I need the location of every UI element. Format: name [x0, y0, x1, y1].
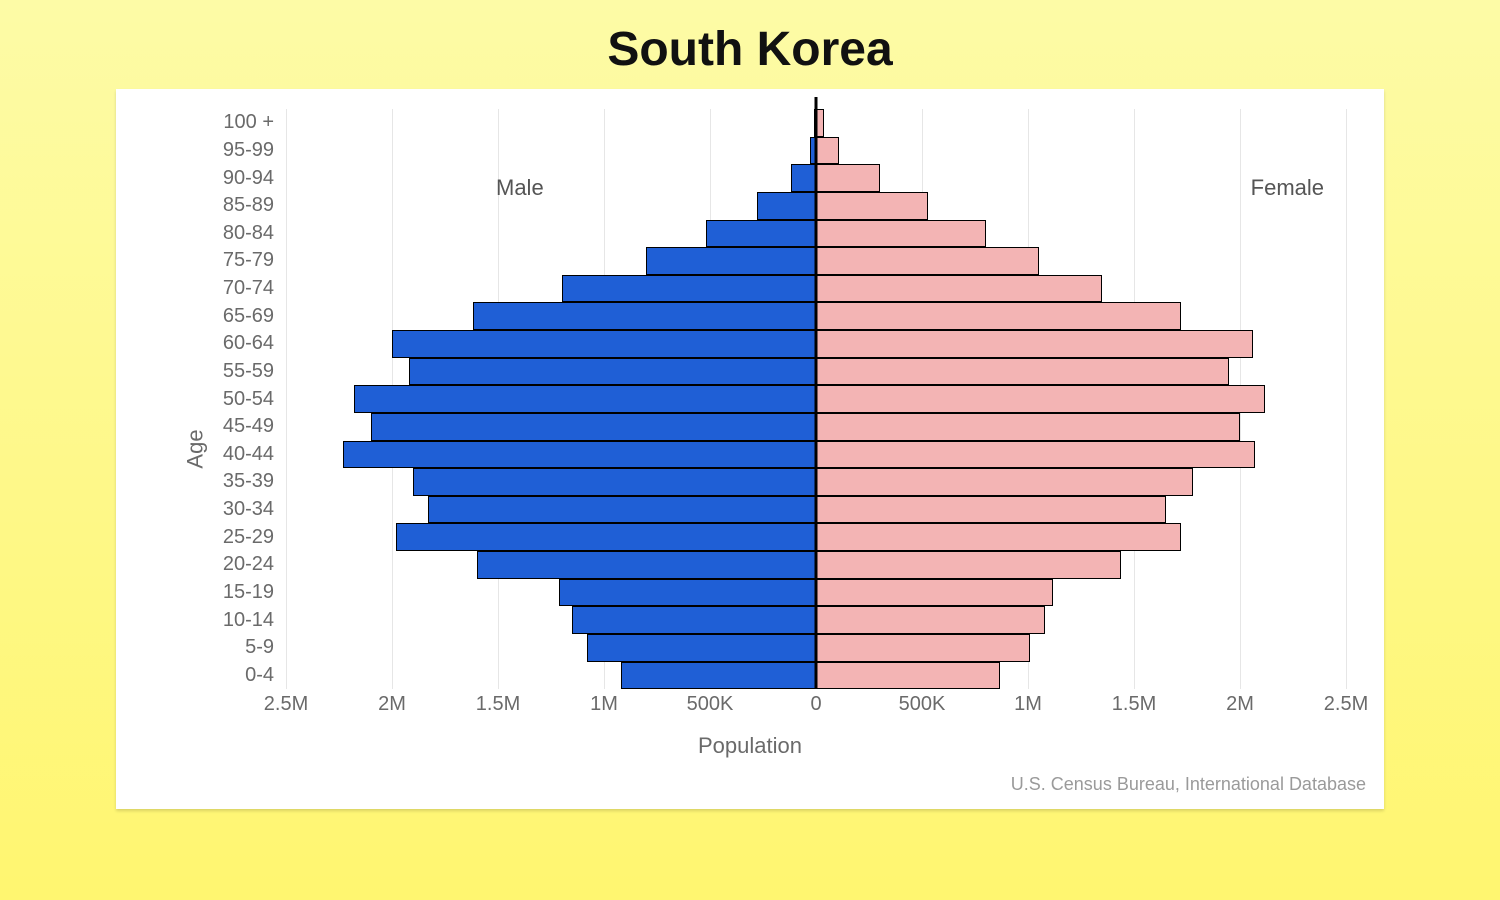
- y-tick-label: 5-9: [116, 634, 286, 662]
- male-bar: [473, 302, 816, 330]
- y-tick-label: 90-94: [116, 164, 286, 192]
- credit-text: U.S. Census Bureau, International Databa…: [1011, 774, 1366, 795]
- y-tick-label: 100 +: [116, 109, 286, 137]
- male-bar: [791, 164, 816, 192]
- female-bar: [816, 523, 1181, 551]
- y-tick-label: 15-19: [116, 579, 286, 607]
- x-axis-label: Population: [698, 733, 802, 759]
- x-tick-label: 2M: [378, 693, 406, 716]
- female-bar: [816, 413, 1240, 441]
- x-tick-label: 2.5M: [1324, 693, 1368, 716]
- female-bar: [816, 662, 1000, 690]
- x-axis: 2.5M2M1.5M1M500K0500K1M1.5M2M2.5M: [286, 693, 1346, 723]
- male-bar: [477, 551, 816, 579]
- y-tick-label: 40-44: [116, 441, 286, 469]
- x-tick-label: 1.5M: [476, 693, 520, 716]
- male-bar: [646, 247, 816, 275]
- male-bar: [343, 441, 816, 469]
- gridline: [1346, 109, 1347, 689]
- y-tick-label: 35-39: [116, 468, 286, 496]
- female-bar: [816, 551, 1121, 579]
- male-bar: [621, 662, 816, 690]
- x-tick-label: 1M: [1014, 693, 1042, 716]
- x-tick-label: 0: [810, 693, 821, 716]
- y-tick-label: 45-49: [116, 413, 286, 441]
- female-bar: [816, 164, 880, 192]
- center-axis: [815, 97, 818, 689]
- x-tick-label: 1.5M: [1112, 693, 1156, 716]
- male-bar: [562, 275, 816, 303]
- male-bar: [757, 192, 816, 220]
- male-series-label: Male: [496, 175, 544, 201]
- y-tick-label: 70-74: [116, 275, 286, 303]
- population-pyramid-chart: Age 100 +95-9990-9485-8980-8475-7970-746…: [116, 89, 1384, 809]
- x-tick-label: 500K: [687, 693, 734, 716]
- female-bar: [816, 275, 1102, 303]
- female-bar: [816, 468, 1193, 496]
- male-bar: [371, 413, 816, 441]
- female-bar: [816, 385, 1265, 413]
- female-bar: [816, 496, 1166, 524]
- female-bar: [816, 634, 1030, 662]
- female-bar: [816, 441, 1255, 469]
- y-tick-label: 65-69: [116, 302, 286, 330]
- male-bar: [396, 523, 816, 551]
- x-tick-label: 2.5M: [264, 693, 308, 716]
- male-bar: [706, 220, 816, 248]
- male-bar: [587, 634, 816, 662]
- y-tick-label: 10-14: [116, 606, 286, 634]
- x-tick-label: 2M: [1226, 693, 1254, 716]
- x-tick-label: 500K: [899, 693, 946, 716]
- plot-area: Male Female: [286, 109, 1346, 689]
- page-title: South Korea: [0, 0, 1500, 89]
- male-bar: [413, 468, 816, 496]
- female-bar: [816, 358, 1229, 386]
- y-tick-label: 50-54: [116, 385, 286, 413]
- y-tick-label: 20-24: [116, 551, 286, 579]
- y-tick-label: 30-34: [116, 496, 286, 524]
- female-bar: [816, 302, 1181, 330]
- y-tick-label: 80-84: [116, 220, 286, 248]
- male-bar: [392, 330, 816, 358]
- female-series-label: Female: [1251, 175, 1324, 201]
- y-tick-label: 85-89: [116, 192, 286, 220]
- female-bar: [816, 220, 986, 248]
- male-bar: [572, 606, 816, 634]
- female-bar: [816, 192, 928, 220]
- male-bar: [409, 358, 816, 386]
- y-tick-label: 75-79: [116, 247, 286, 275]
- male-bar: [354, 385, 816, 413]
- female-bar: [816, 137, 839, 165]
- y-tick-label: 55-59: [116, 358, 286, 386]
- y-tick-label: 60-64: [116, 330, 286, 358]
- male-bar: [559, 579, 816, 607]
- y-axis: 100 +95-9990-9485-8980-8475-7970-7465-69…: [116, 109, 286, 689]
- x-tick-label: 1M: [590, 693, 618, 716]
- female-bar: [816, 606, 1045, 634]
- y-tick-label: 0-4: [116, 662, 286, 690]
- female-bar: [816, 579, 1053, 607]
- male-bar: [428, 496, 816, 524]
- female-bar: [816, 330, 1253, 358]
- female-bar: [816, 247, 1039, 275]
- y-tick-label: 25-29: [116, 523, 286, 551]
- y-tick-label: 95-99: [116, 137, 286, 165]
